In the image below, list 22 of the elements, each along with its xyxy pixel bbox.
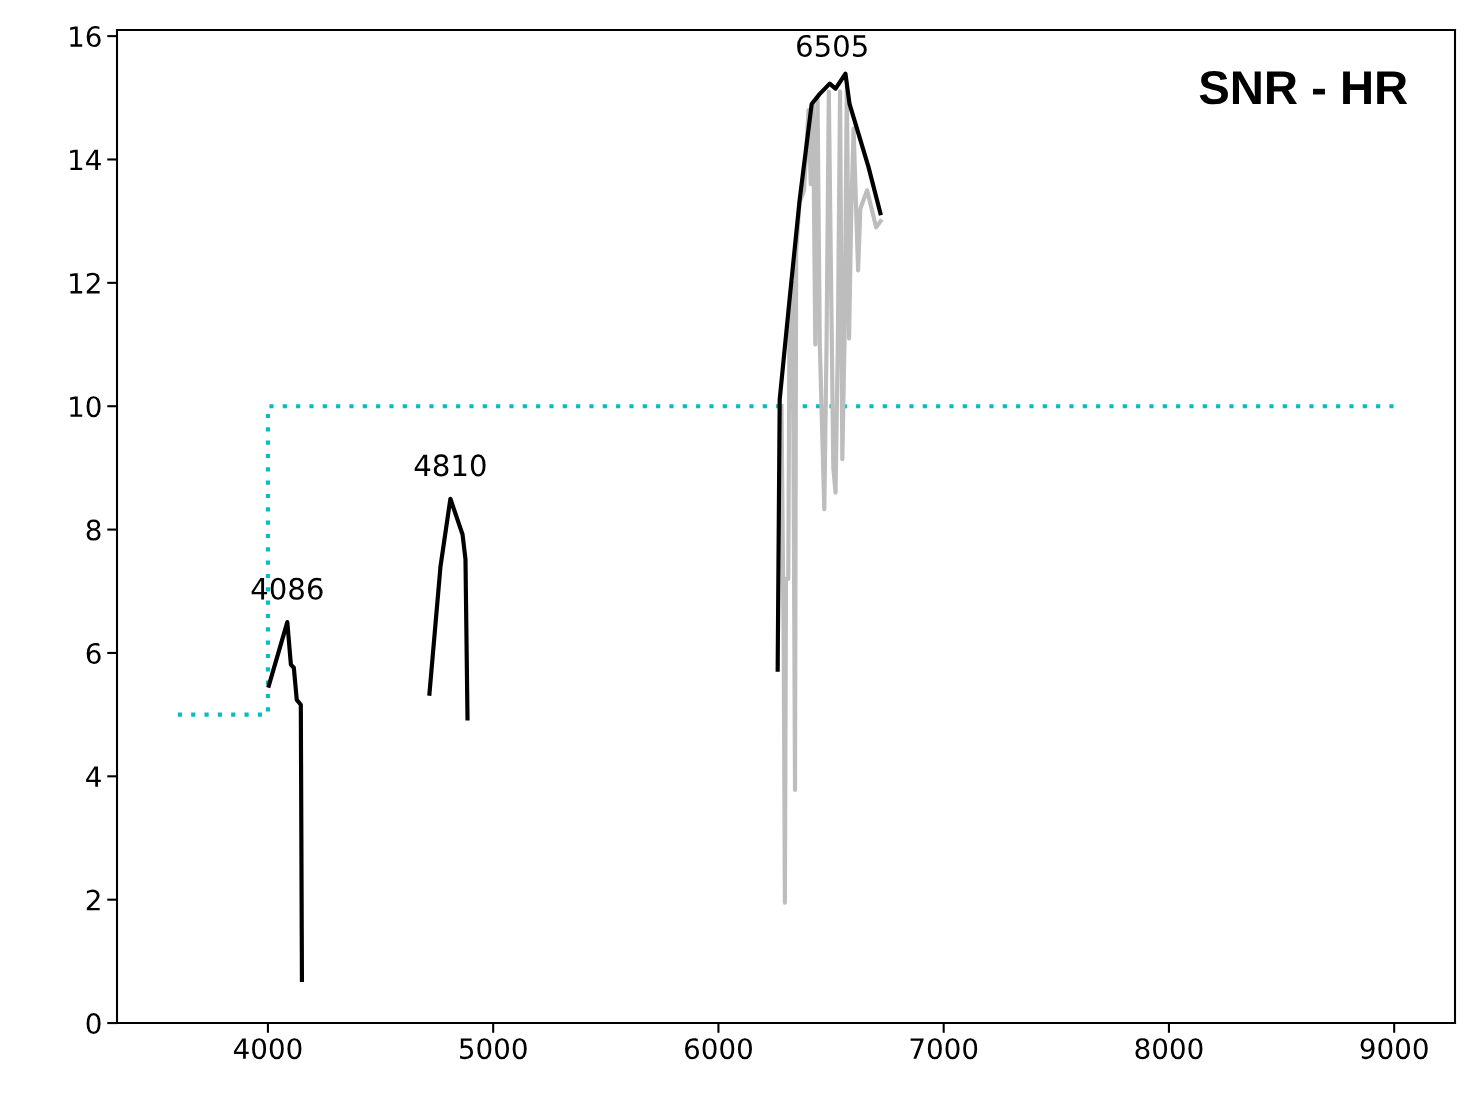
y-tick-label: 16 [70, 26, 101, 48]
x-tick-label: 5000 [459, 1038, 527, 1060]
x-tick-label: 7000 [910, 1038, 978, 1060]
y-tick-label: 14 [70, 149, 101, 171]
y-tick-label: 2 [86, 889, 100, 911]
y-tick-label: 4 [86, 766, 101, 787]
text: SNR - HR [1199, 70, 1408, 105]
annotation: 4810 [414, 454, 486, 477]
y-tick-label: 12 [70, 272, 100, 294]
annotation: 4086 [251, 577, 323, 600]
x-tick-label: 9000 [1360, 1038, 1428, 1060]
x-tick-label: 6000 [685, 1038, 752, 1060]
y-tick-label: 6 [86, 642, 101, 664]
line-series [775, 71, 883, 672]
x-tick-label: 4000 [233, 1038, 302, 1060]
line-series [427, 496, 470, 721]
y-tick-label: 0 [86, 1012, 101, 1034]
x-tick-label: 8000 [1135, 1038, 1203, 1060]
line-series [266, 620, 305, 982]
annotation: 6505 [797, 34, 867, 57]
y-tick-label: 8 [86, 519, 101, 541]
y-tick-label: 10 [70, 396, 101, 418]
